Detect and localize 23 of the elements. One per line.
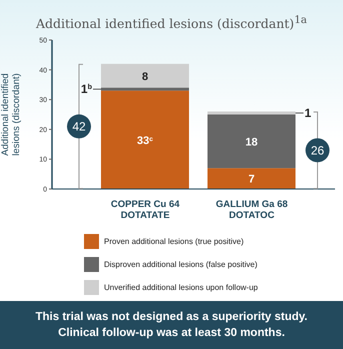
data-label: 33$^{c}$ bbox=[137, 134, 154, 147]
chart-title: Additional identified lesions (discordant)$^{1a}$ bbox=[36, 14, 308, 32]
text: Clinical follow-up was at least 30 months. bbox=[57, 326, 286, 341]
legend-label: Unverified additional lesions upon follow-up bbox=[104, 283, 258, 292]
data-label: 18 bbox=[245, 136, 258, 148]
data-label: 1 bbox=[304, 106, 312, 120]
data-label: 7 bbox=[248, 174, 255, 186]
x-tick-label: COPPER Cu 64 DOTATATE bbox=[110, 199, 180, 221]
legend-label: Proven additional lesions (true positive) bbox=[104, 237, 244, 246]
total-label: 42 bbox=[72, 119, 86, 134]
y-axis-title: Additional identified lesions (discordant) bbox=[0, 73, 22, 156]
bar bbox=[208, 168, 296, 189]
bar bbox=[101, 88, 189, 91]
data-label: 1$^{b}$ bbox=[80, 82, 93, 96]
bar bbox=[101, 64, 189, 88]
bar bbox=[101, 90, 189, 189]
bar bbox=[208, 112, 296, 114]
x-tick-label: GALLIUM Ga 68 DOTATOC bbox=[216, 199, 288, 221]
total-label: 26 bbox=[310, 143, 324, 158]
legend-label: Disproven additional lesions (false positive) bbox=[104, 260, 258, 269]
text: This trial was not designed as a superiority study. bbox=[34, 310, 309, 325]
data-label: 8 bbox=[142, 70, 148, 83]
bar bbox=[208, 114, 296, 168]
